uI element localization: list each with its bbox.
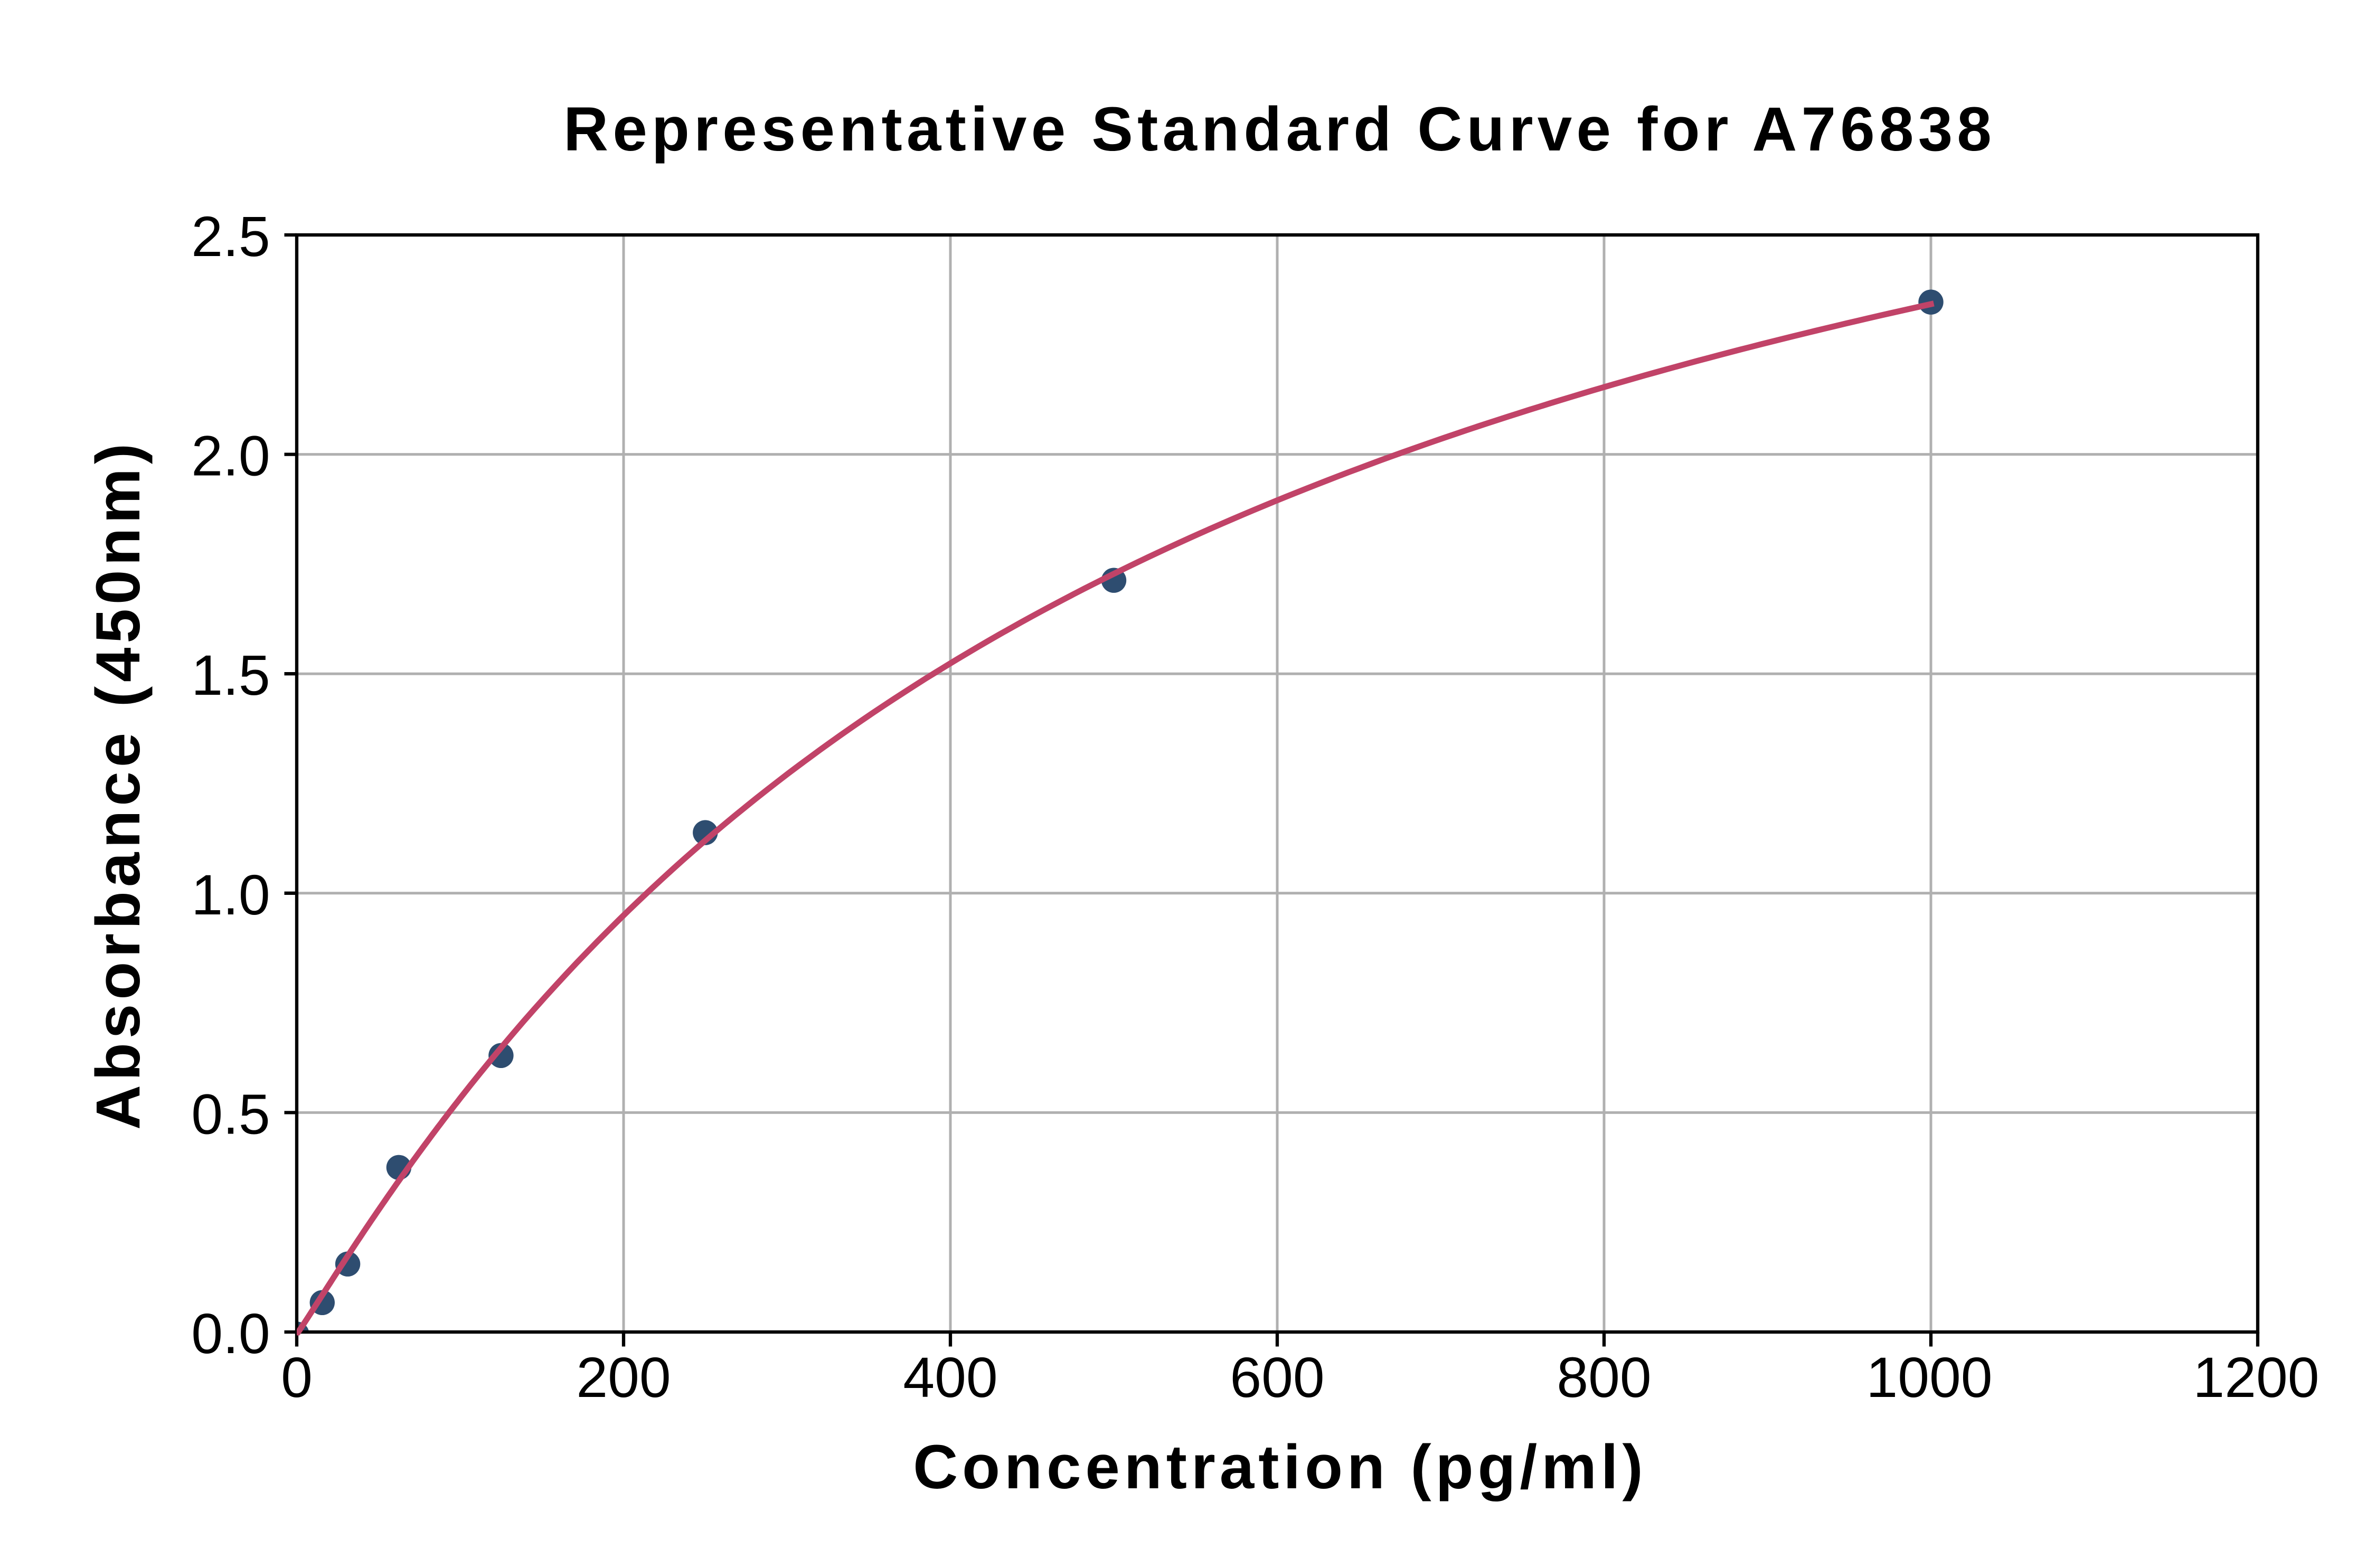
svg-text:0: 0 — [281, 1346, 313, 1409]
svg-text:1.0: 1.0 — [191, 863, 270, 927]
svg-text:1000: 1000 — [1866, 1346, 1992, 1409]
svg-text:1.5: 1.5 — [191, 644, 270, 707]
svg-text:2.5: 2.5 — [191, 205, 270, 268]
svg-text:200: 200 — [576, 1346, 671, 1409]
svg-text:2.0: 2.0 — [191, 424, 270, 488]
svg-text:Representative Standard Curve: Representative Standard Curve for A76838 — [563, 94, 1996, 164]
svg-text:0.5: 0.5 — [191, 1082, 270, 1146]
svg-text:Concentration (pg/ml): Concentration (pg/ml) — [913, 1432, 1647, 1501]
svg-text:1200: 1200 — [2193, 1346, 2319, 1409]
svg-text:400: 400 — [903, 1346, 997, 1409]
svg-text:0.0: 0.0 — [191, 1302, 270, 1365]
svg-text:600: 600 — [1230, 1346, 1324, 1409]
svg-text:Absorbance (450nm): Absorbance (450nm) — [83, 439, 153, 1130]
svg-text:800: 800 — [1557, 1346, 1651, 1409]
